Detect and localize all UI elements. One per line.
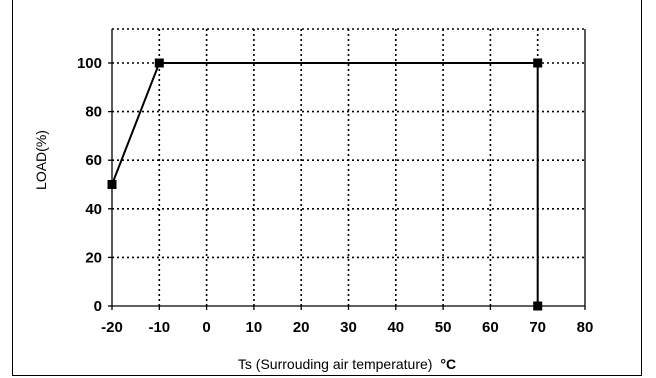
y-tick-label: 80 — [85, 104, 102, 121]
x-tick-label: -20 — [101, 319, 123, 336]
x-tick-label: 70 — [529, 319, 546, 336]
data-point-marker — [533, 58, 543, 68]
series-line — [111, 62, 539, 306]
x-tick-label: -10 — [148, 319, 170, 336]
y-tick-label: 60 — [85, 152, 102, 169]
y-tick-label: 0 — [94, 298, 102, 315]
x-tick-label: 0 — [202, 319, 210, 336]
x-tick-label: 10 — [246, 319, 263, 336]
series-layer — [107, 58, 543, 311]
data-point-marker — [533, 301, 543, 311]
x-axis-title-text: Ts (Surrouding air temperature) — [238, 356, 433, 372]
chart-frame — [12, 0, 642, 376]
x-tick-label: 40 — [387, 319, 404, 336]
x-tick-label: 30 — [340, 319, 357, 336]
x-axis-title: Ts (Surrouding air temperature) °C — [238, 356, 456, 372]
data-point-marker — [107, 180, 117, 189]
axis-layer — [108, 29, 586, 310]
y-tick-label: 20 — [85, 249, 102, 266]
y-axis-title: LOAD(%) — [33, 130, 49, 190]
y-tick-label: 100 — [77, 55, 102, 72]
x-axis-unit: °C — [440, 356, 456, 372]
y-tick-label: 40 — [85, 201, 102, 218]
x-tick-label: 50 — [435, 319, 452, 336]
grid-layer — [112, 28, 585, 306]
x-tick-label: 60 — [482, 319, 499, 336]
data-point-marker — [154, 58, 164, 68]
x-tick-label: 80 — [577, 319, 594, 336]
tick-label-layer: 0 20 40 60 80 100 -20 -10 0 10 20 30 40 50 60 70 80 — [77, 55, 593, 336]
x-tick-label: 20 — [293, 319, 310, 336]
